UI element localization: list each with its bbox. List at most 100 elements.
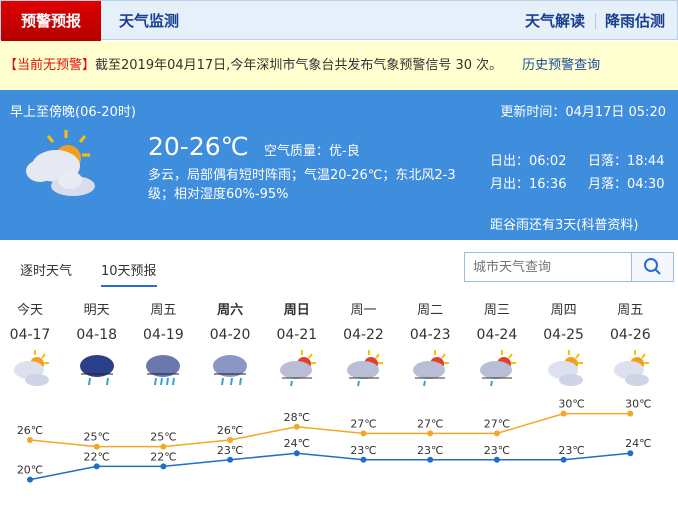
low-temp-point — [227, 456, 234, 463]
low-temp-point — [160, 463, 167, 470]
update-time: 更新时间：04月17日 05:20 — [500, 105, 666, 120]
day-name: 周日 — [283, 303, 310, 318]
warning-status: 【当前无预警】 — [4, 58, 96, 73]
day-name: 周六 — [217, 303, 244, 318]
low-temp-label: 23℃ — [417, 444, 443, 457]
high-temp-line — [29, 412, 631, 448]
day-name: 今天 — [16, 303, 43, 318]
day-name: 周三 — [483, 303, 510, 318]
low-temp-label: 23℃ — [350, 444, 376, 457]
low-temp-point — [360, 456, 367, 463]
day-name: 周一 — [350, 303, 377, 318]
shower-icon — [413, 350, 450, 387]
city-search — [464, 252, 674, 282]
high-temp-label: 27℃ — [484, 417, 510, 430]
sunrise: 日出：06:02 — [490, 154, 567, 169]
low-temp-label: 22℃ — [84, 450, 110, 463]
shower-icon — [279, 350, 316, 387]
day-name: 周四 — [550, 303, 577, 318]
low-temp-point — [627, 450, 634, 457]
top-nav: 预警预报 天气监测 天气解读 降雨估测 — [0, 0, 678, 41]
partly-cloudy-icon — [614, 350, 650, 386]
tab-warning-forecast[interactable]: 预警预报 — [1, 1, 101, 41]
high-temp-point — [360, 430, 367, 437]
temperature-chart: 26℃ 25℃ 25℃ 26℃ 28℃ 27℃ 27℃ 27℃ 30℃ 30℃ 20℃ 22℃ 22℃ 2… — [17, 398, 651, 483]
high-temp-label: 27℃ — [417, 417, 443, 430]
moonset: 月落：04:30 — [588, 177, 665, 192]
high-temp-point — [427, 430, 434, 437]
low-temp-label: 23℃ — [217, 444, 243, 457]
low-temp-point — [493, 456, 500, 463]
moderate-rain-icon — [146, 355, 181, 386]
weather-description-cont: 级；相对湿度60%-95% — [148, 187, 289, 202]
high-temp-point — [27, 437, 33, 443]
high-temp-label: 25℃ — [150, 431, 176, 444]
tab-hourly[interactable]: 逐时天气 — [20, 264, 73, 279]
high-temp-point — [160, 443, 167, 450]
day-date: 04-20 — [209, 327, 251, 343]
nav-divider — [595, 13, 596, 29]
warning-bar: 【当前无预警】截至2019年04月17日,今年深圳市气象台共发布气象预警信号 3… — [0, 41, 678, 90]
solar-term-link[interactable]: 距谷雨还有3天(科普资料) — [490, 218, 639, 233]
high-temp-label: 26℃ — [17, 424, 43, 437]
low-temp-label: 22℃ — [150, 450, 176, 463]
high-temp-point — [227, 437, 234, 443]
temperature-range: 20-26℃ — [148, 132, 249, 161]
high-temp-point — [93, 443, 100, 450]
current-weather-panel: 早上至傍晚(06-20时) 更新时间：04月17日 05:20 20-26℃ 空… — [0, 90, 678, 240]
forecast-period: 早上至傍晚(06-20时) — [10, 105, 136, 120]
low-temp-label: 24℃ — [284, 437, 310, 450]
low-temp-label: 24℃ — [625, 437, 651, 450]
tab-weather-interpret[interactable]: 天气解读 — [525, 12, 586, 30]
high-temp-point — [293, 423, 300, 430]
high-temp-point — [560, 410, 567, 417]
day-date: 04-17 — [9, 327, 51, 343]
search-button[interactable] — [631, 253, 673, 281]
low-temp-label: 23℃ — [484, 444, 510, 457]
air-quality: 空气质量：优-良 — [264, 144, 360, 159]
warning-summary: 截至2019年04月17日,今年深圳市气象台共发布气象预警信号 30 次。 — [95, 58, 503, 73]
partly-cloudy-icon — [547, 350, 583, 386]
city-search-input[interactable] — [465, 253, 631, 281]
moonrise: 月出：16:36 — [490, 177, 567, 192]
search-icon — [644, 258, 661, 275]
weather-description: 多云，局部偶有短时阵雨；气温20-26℃；东北风2-3 — [148, 168, 456, 183]
tab-rain-estimate[interactable]: 降雨估测 — [605, 12, 666, 30]
low-temp-label: 23℃ — [558, 444, 584, 457]
high-temp-label: 26℃ — [217, 424, 243, 437]
high-temp-point — [493, 430, 500, 437]
day-date: 04-23 — [409, 327, 451, 343]
day-name: 周二 — [417, 303, 444, 318]
partly-cloudy-icon — [26, 130, 95, 196]
high-temp-label: 27℃ — [350, 417, 376, 430]
day-name: 周五 — [150, 303, 177, 318]
day-date: 04-22 — [343, 327, 384, 343]
day-date: 04-25 — [543, 327, 584, 343]
sunset: 日落：18:44 — [588, 154, 665, 169]
high-temp-label: 30℃ — [625, 398, 651, 411]
high-temp-label: 25℃ — [84, 431, 110, 444]
high-temp-label: 28℃ — [284, 411, 310, 424]
shower-icon — [479, 350, 516, 387]
high-temp-label: 30℃ — [558, 398, 584, 411]
day-date: 04-18 — [76, 327, 118, 343]
low-temp-label: 20℃ — [17, 464, 43, 477]
day-name: 明天 — [83, 303, 110, 318]
low-temp-point — [427, 456, 434, 463]
shower-icon — [346, 350, 383, 387]
day-name: 周五 — [617, 303, 644, 318]
light-rain-icon — [79, 355, 114, 386]
day-date: 04-19 — [143, 327, 184, 343]
low-temp-point — [27, 476, 33, 483]
low-temp-point — [560, 456, 567, 463]
tab-10-day[interactable]: 10天预报 — [101, 260, 157, 287]
high-temp-point — [627, 410, 634, 417]
partly-cloudy-icon — [14, 350, 49, 386]
tab-weather-monitor[interactable]: 天气监测 — [119, 12, 180, 30]
history-warning-link[interactable]: 历史预警查询 — [522, 58, 601, 73]
low-temp-point — [93, 463, 100, 470]
day-date: 04-21 — [276, 327, 318, 343]
day-date: 04-26 — [609, 327, 651, 343]
day-date: 04-24 — [476, 327, 518, 343]
rain-icon — [213, 355, 248, 386]
